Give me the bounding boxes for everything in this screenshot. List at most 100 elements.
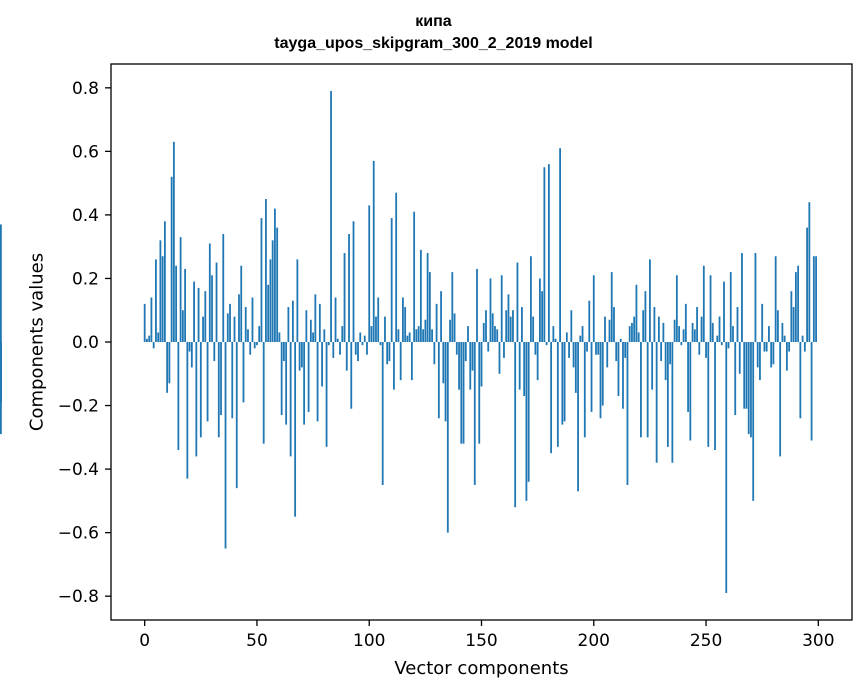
bar-200 xyxy=(592,275,595,342)
bar-219 xyxy=(635,284,638,342)
bar-4 xyxy=(152,342,155,349)
bar-208 xyxy=(610,272,613,342)
bar-75 xyxy=(312,332,314,342)
bar-278 xyxy=(768,326,770,342)
bar-30 xyxy=(211,275,213,342)
bar-20 xyxy=(188,342,191,352)
bar-216 xyxy=(628,326,631,342)
bar-82 xyxy=(327,342,330,346)
bars-group xyxy=(0,91,817,593)
bar-89 xyxy=(343,253,346,342)
bar-46 xyxy=(247,329,249,342)
bar-146 xyxy=(471,342,474,371)
bar-105 xyxy=(379,342,382,346)
bar-0 xyxy=(143,303,146,342)
bar-60 xyxy=(278,332,281,342)
bar-58 xyxy=(274,208,276,342)
bar-214 xyxy=(624,342,627,358)
bar-194 xyxy=(579,335,582,342)
bar-193 xyxy=(577,342,579,492)
bar-229 xyxy=(657,316,660,342)
bar-204 xyxy=(601,342,604,406)
bar-173 xyxy=(532,316,535,342)
bar-110 xyxy=(390,218,393,342)
bar-257 xyxy=(720,342,723,346)
bar-37 xyxy=(226,313,229,342)
bar-260 xyxy=(727,342,730,349)
bar-71 xyxy=(303,342,306,425)
y-axis-label: Components values xyxy=(26,252,48,432)
bar-145 xyxy=(469,342,472,390)
bar-63 xyxy=(285,342,288,425)
bar-117 xyxy=(406,335,409,342)
bar-232 xyxy=(664,342,667,381)
bar-149 xyxy=(478,342,481,444)
bar-160 xyxy=(503,342,505,358)
y-tick-label: 0.2 xyxy=(72,269,99,289)
bar-283 xyxy=(779,342,782,457)
bar-168 xyxy=(521,307,523,342)
bar-289 xyxy=(792,307,795,342)
bar-215 xyxy=(626,342,629,485)
bar-202 xyxy=(597,342,600,355)
bar-92 xyxy=(350,342,353,409)
y-tick-label: −0.8 xyxy=(58,587,99,607)
bar-13 xyxy=(172,141,175,342)
bar-265 xyxy=(738,342,741,374)
bar-67 xyxy=(294,342,297,517)
bar-234 xyxy=(669,342,672,365)
bar-291 xyxy=(797,265,800,342)
bar-65 xyxy=(289,342,292,457)
bar-171 xyxy=(527,342,530,482)
bar-23 xyxy=(195,342,198,457)
bar-25 xyxy=(199,342,202,438)
bar-49 xyxy=(253,342,256,349)
bar-169 xyxy=(523,342,526,397)
bar-213 xyxy=(622,342,624,409)
bar-133 xyxy=(442,342,445,384)
bar-211 xyxy=(617,342,620,397)
bar-45 xyxy=(244,307,247,342)
plot-frame xyxy=(110,63,853,621)
bar-157 xyxy=(496,329,499,342)
bar-122 xyxy=(417,326,420,342)
y-tick-label: 0.4 xyxy=(72,206,99,226)
bar-288 xyxy=(790,291,793,342)
bar-176 xyxy=(538,278,541,342)
bar-179 xyxy=(545,342,548,346)
bar-192 xyxy=(574,342,577,393)
bar-131 xyxy=(437,342,440,419)
bar-141 xyxy=(460,342,463,444)
bar-107 xyxy=(384,316,386,342)
bar-139 xyxy=(455,342,458,355)
bar-143 xyxy=(464,342,467,362)
bar-126 xyxy=(426,253,429,342)
bar-93 xyxy=(352,221,355,342)
bar-35 xyxy=(222,233,225,342)
bar-21 xyxy=(190,342,193,368)
bar-47 xyxy=(249,342,252,355)
bar-195 xyxy=(581,326,584,342)
bar-106 xyxy=(381,342,384,485)
bar-135 xyxy=(446,342,449,533)
bar-76 xyxy=(314,294,317,342)
bar-28 xyxy=(206,342,209,422)
bar-119 xyxy=(410,342,413,381)
bar-242 xyxy=(687,342,689,412)
bar-79 xyxy=(321,342,323,387)
bar-240 xyxy=(682,329,685,342)
bar-175 xyxy=(536,342,539,381)
bar-178 xyxy=(543,167,546,342)
bar-64 xyxy=(287,307,290,342)
bar-104 xyxy=(377,297,380,342)
bar-14 xyxy=(175,265,178,342)
bar-164 xyxy=(512,310,514,342)
bar-174 xyxy=(534,342,537,355)
bar-170 xyxy=(525,342,528,501)
bar-8 xyxy=(161,256,164,342)
bar-136 xyxy=(449,319,451,342)
bar-298 xyxy=(812,256,815,342)
x-tick-label: 150 xyxy=(465,631,497,651)
bar-297 xyxy=(810,342,813,441)
bar-147 xyxy=(473,342,476,485)
